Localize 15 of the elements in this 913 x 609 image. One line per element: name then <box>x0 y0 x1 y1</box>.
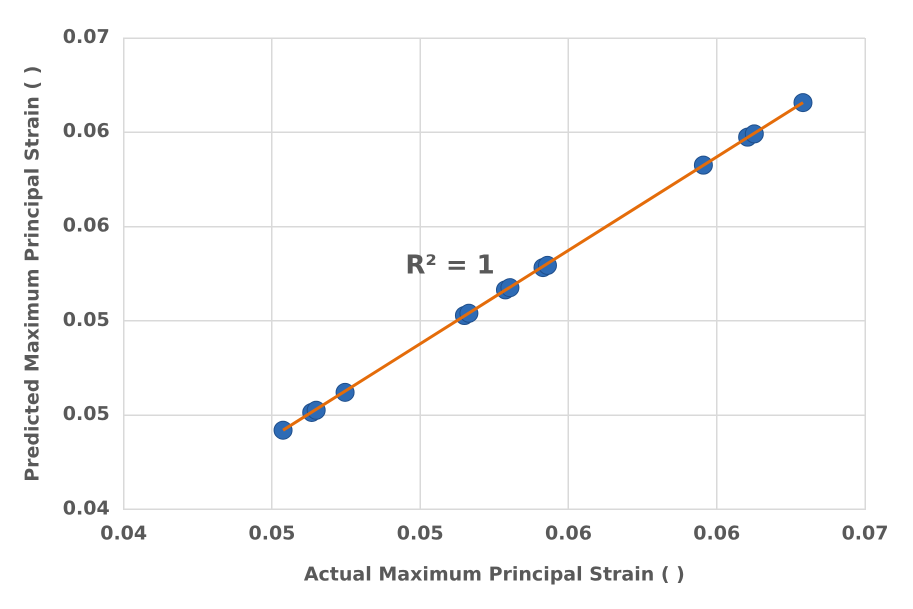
y-axis-title: Predicted Maximum Principal Strain ( ) <box>21 66 44 482</box>
y-tick-label: 0.07 <box>62 26 110 48</box>
y-tick-label: 0.06 <box>62 214 110 236</box>
y-tick-label: 0.05 <box>62 403 110 426</box>
x-tick-label: 0.05 <box>248 522 296 545</box>
x-tick-label: 0.06 <box>693 522 740 545</box>
x-tick-label: 0.05 <box>396 522 444 545</box>
y-tick-label: 0.04 <box>62 497 110 520</box>
x-tick-label: 0.06 <box>545 522 592 545</box>
x-tick-label: 0.07 <box>842 522 888 545</box>
y-tick-label: 0.05 <box>62 308 110 331</box>
x-tick-label: 0.04 <box>100 522 148 545</box>
annotation: R² = 1 <box>405 250 495 281</box>
x-axis-title: Actual Maximum Principal Strain ( ) <box>304 564 685 586</box>
y-tick-label: 0.06 <box>62 120 110 142</box>
